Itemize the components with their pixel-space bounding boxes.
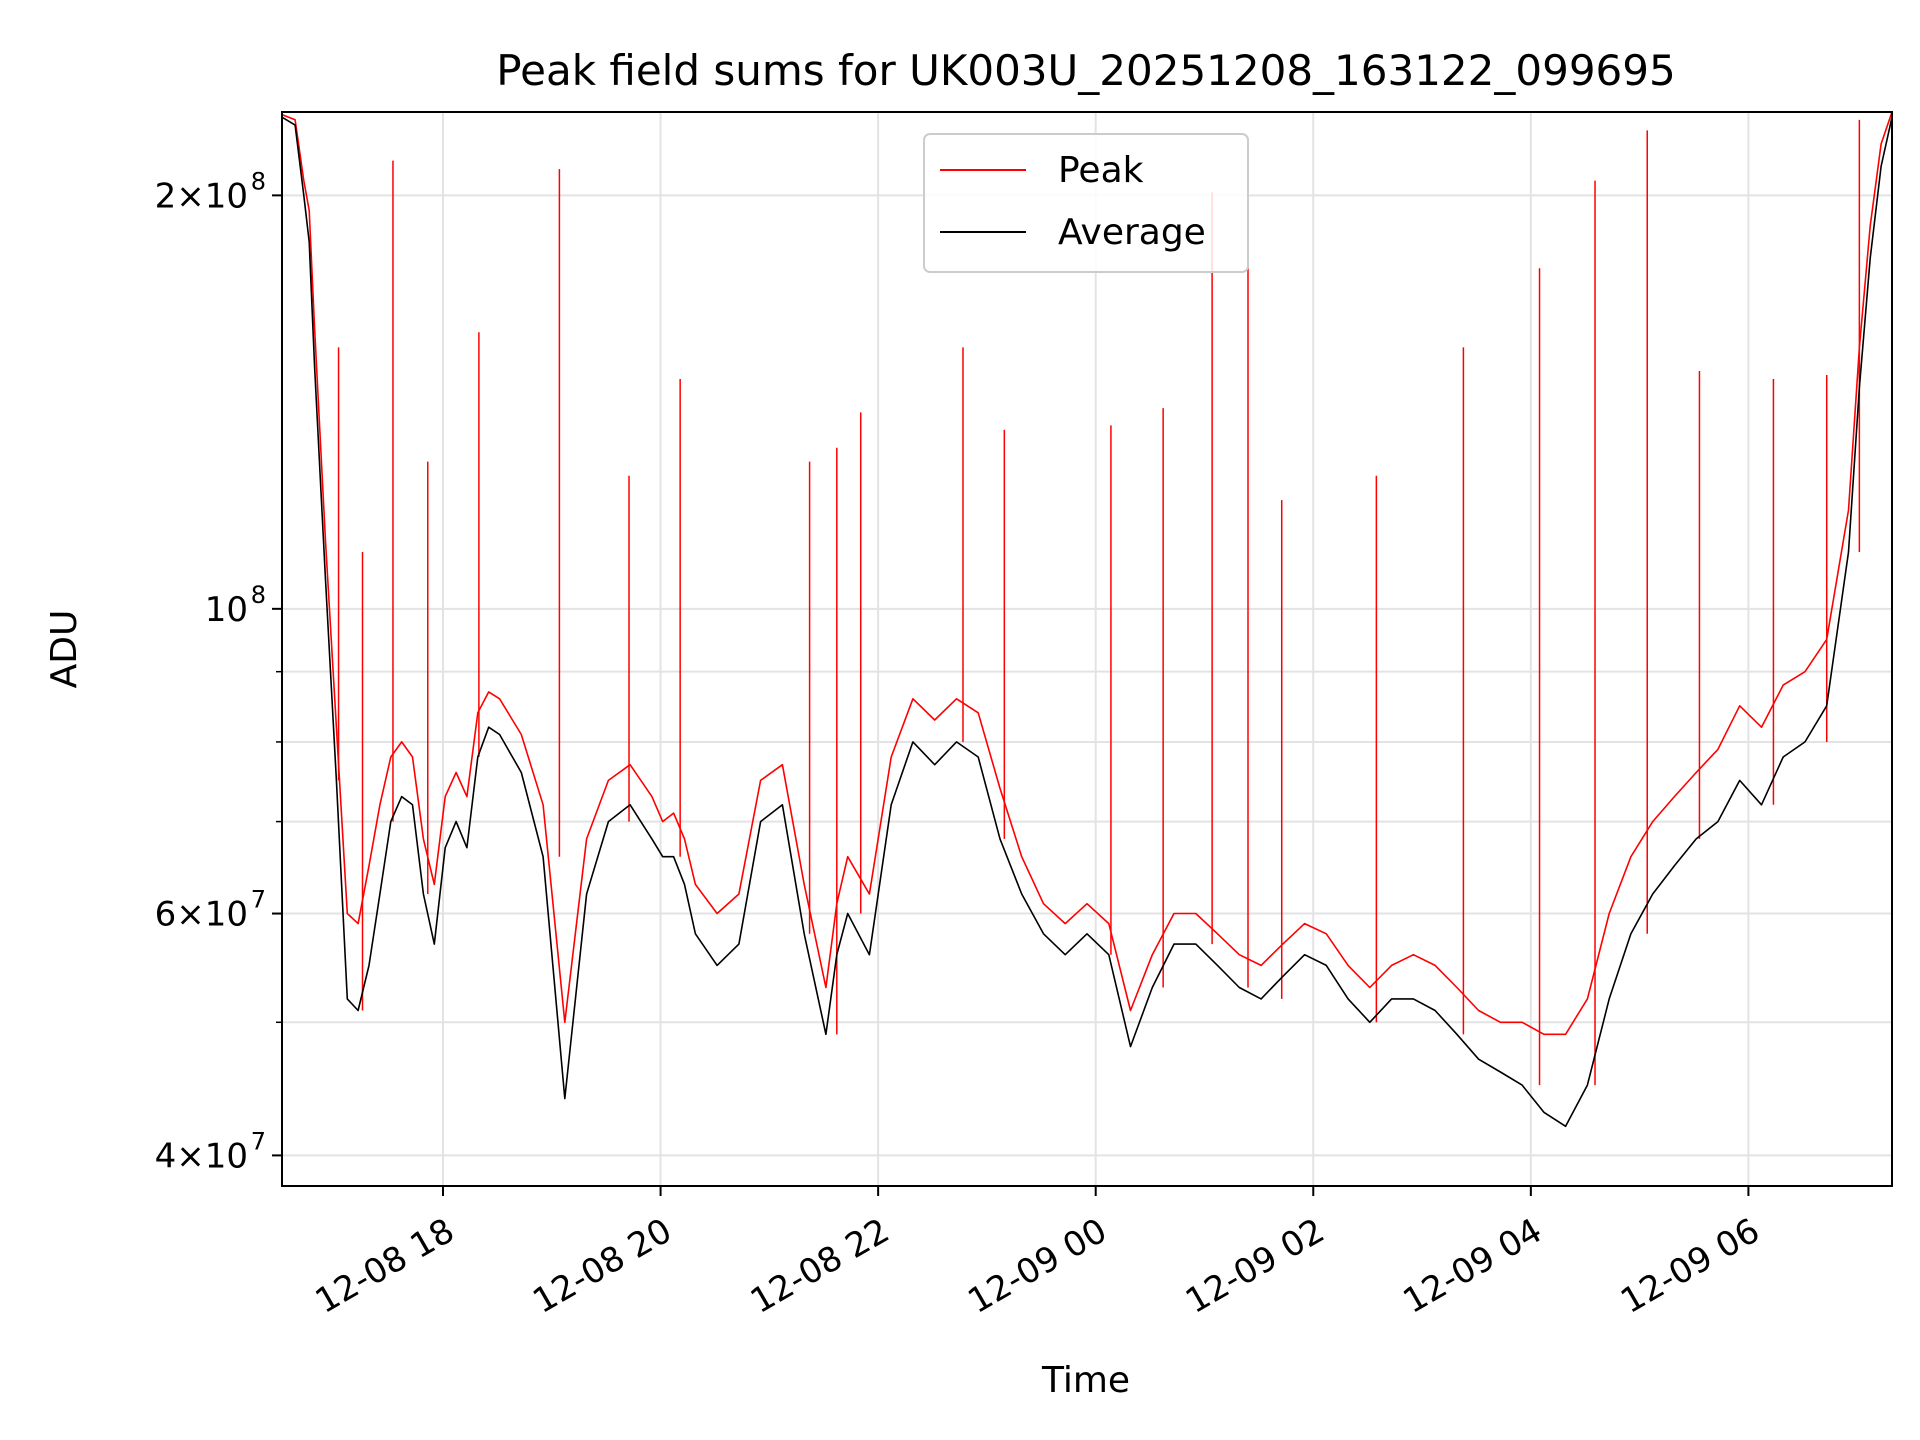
y-tick-label-exponent: 8 [251, 167, 266, 195]
y-tick-label-base: 2×10 [155, 176, 248, 216]
peak-series-line [282, 112, 1892, 1036]
legend-average-label: Average [1058, 212, 1206, 253]
x-tick-label: 12-08 22 [744, 1211, 896, 1322]
y-axis-label: ADU [44, 610, 85, 689]
grid-lines [282, 112, 1892, 1186]
x-tick-label: 12-08 18 [309, 1211, 461, 1322]
y-tick-label-exponent: 7 [251, 886, 266, 914]
legend-box [923, 133, 1249, 273]
average-series-line [282, 116, 1892, 1128]
legend: Peak Average [923, 133, 1249, 273]
y-tick-label-base: 4×10 [155, 1136, 248, 1176]
x-axis-label: Time [1041, 1360, 1130, 1401]
x-tick-label: 12-09 02 [1179, 1211, 1331, 1322]
y-tick-label: 6×10 [155, 895, 248, 935]
y-tick-label-exponent: 8 [251, 581, 266, 609]
legend-peak-label: Peak [1058, 150, 1144, 191]
y-tick-label: 10 [205, 590, 248, 630]
y-tick-label-base: 10 [205, 590, 248, 630]
x-tick-label: 12-09 00 [961, 1211, 1113, 1322]
chart-title: Peak field sums for UK003U_20251208_1631… [496, 46, 1675, 95]
y-tick-label-exponent: 7 [251, 1127, 266, 1155]
x-tick-label: 12-09 04 [1397, 1211, 1549, 1322]
y-tick-label: 4×10 [155, 1136, 248, 1176]
y-tick-label: 2×10 [155, 176, 248, 216]
x-tick-label: 12-08 20 [526, 1211, 678, 1322]
x-tick-label: 12-09 06 [1614, 1211, 1766, 1322]
y-tick-label-base: 6×10 [155, 895, 248, 935]
plot-area-frame [281, 111, 1893, 1187]
series-layer [282, 112, 1892, 1128]
